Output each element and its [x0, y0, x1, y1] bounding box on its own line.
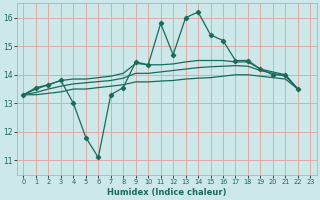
X-axis label: Humidex (Indice chaleur): Humidex (Indice chaleur): [107, 188, 227, 197]
